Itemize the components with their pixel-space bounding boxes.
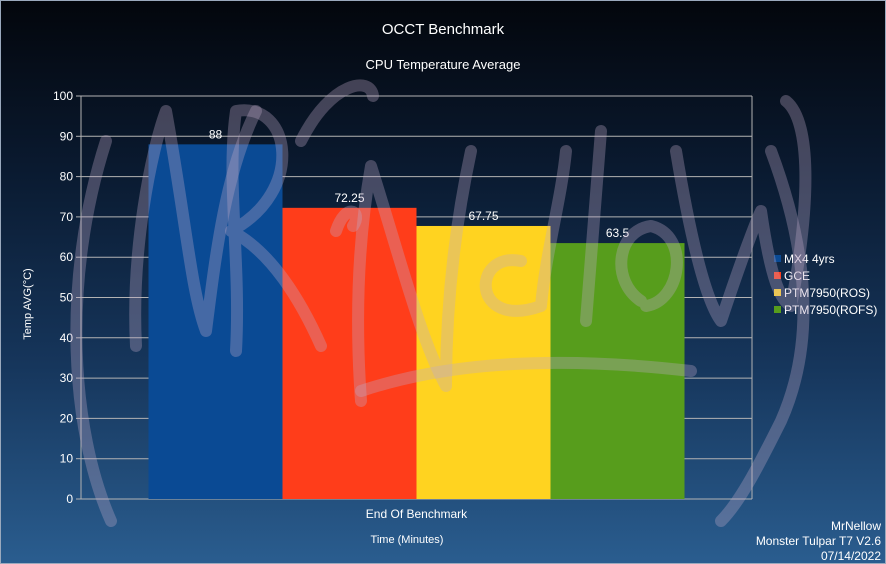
y-tick-label: 80 (60, 170, 74, 184)
legend-label: GCE (784, 268, 811, 283)
data-label: 63.5 (606, 226, 630, 240)
bar-gce (282, 207, 417, 499)
data-label: 67.75 (468, 209, 498, 223)
data-label: 72.25 (334, 191, 364, 205)
bar-mx4-4yrs (148, 144, 283, 500)
credits: MrNellow Monster Tulpar T7 V2.6 07/14/20… (755, 519, 881, 563)
y-tick-label: 90 (60, 129, 74, 143)
y-tick-label: 70 (60, 210, 74, 224)
y-tick-label: 40 (60, 331, 74, 345)
y-tick-label: 60 (60, 250, 74, 264)
x-axis-label: Time (Minutes) (370, 534, 444, 546)
legend-swatch (774, 272, 781, 279)
y-tick-label: 100 (53, 89, 73, 103)
legend-item: PTM7950(ROFS) (774, 301, 877, 318)
y-tick-label: 50 (60, 291, 74, 305)
chart-title: OCCT Benchmark (381, 21, 505, 38)
bar-ptm7950-rofs- (550, 243, 685, 499)
credits-author: MrNellow (830, 519, 881, 533)
credits-device: Monster Tulpar T7 V2.6 (755, 534, 881, 548)
credits-date: 07/14/2022 (820, 549, 881, 563)
data-label: 88 (209, 127, 223, 141)
bar-ptm7950-ros- (416, 225, 551, 499)
y-tick-label: 0 (66, 492, 73, 506)
x-category-label: End Of Benchmark (366, 507, 468, 521)
legend-swatch (774, 255, 781, 262)
legend: MX4 4yrs GCE PTM7950(ROS) PTM7950(ROFS) (774, 250, 877, 318)
legend-swatch (774, 289, 781, 296)
legend-label: PTM7950(ROFS) (784, 302, 878, 317)
legend-label: PTM7950(ROS) (784, 285, 871, 300)
chart-subtitle: CPU Temperature Average (365, 57, 521, 72)
y-tick-label: 20 (60, 411, 74, 425)
legend-item: MX4 4yrs (774, 250, 877, 267)
legend-item: PTM7950(ROS) (774, 284, 877, 301)
y-tick-label: 10 (60, 452, 74, 466)
legend-swatch (774, 306, 781, 313)
y-tick-label: 30 (60, 371, 74, 385)
legend-label: MX4 4yrs (784, 251, 835, 266)
legend-item: GCE (774, 267, 877, 284)
